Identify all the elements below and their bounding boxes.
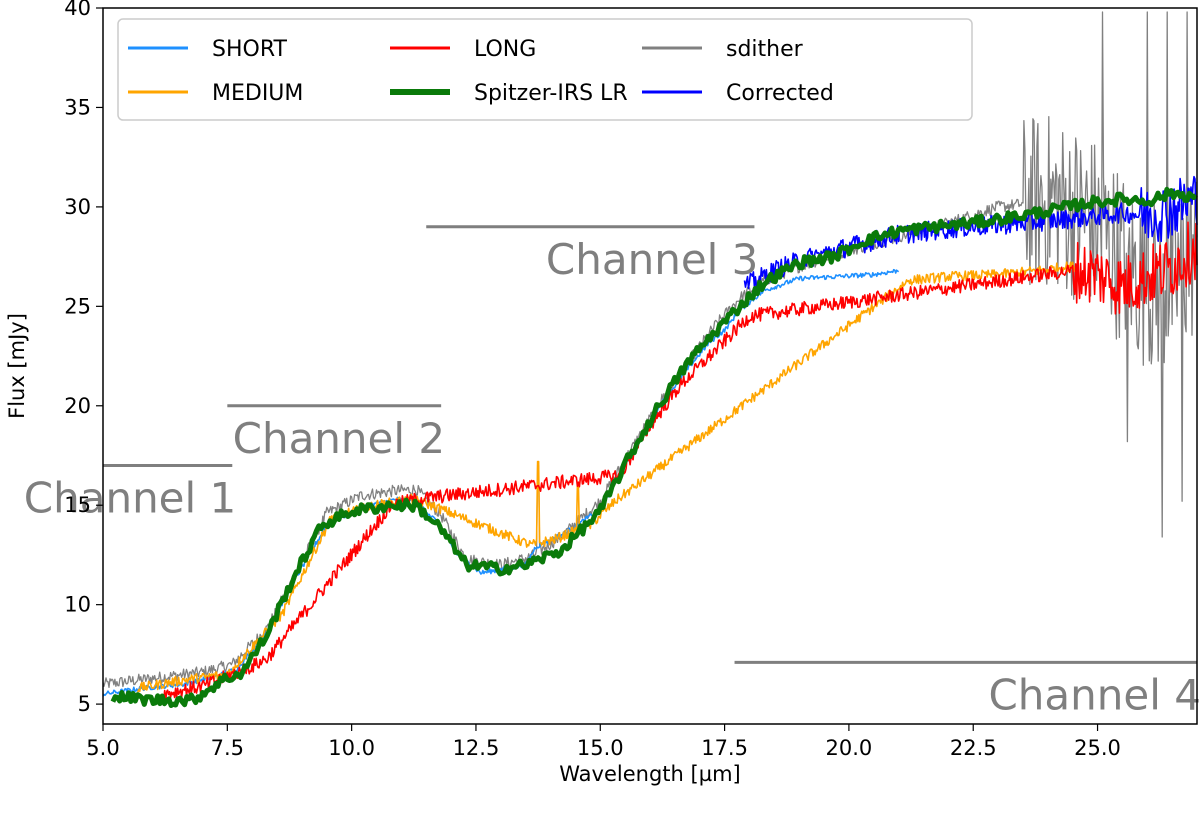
- legend-box: [117, 18, 973, 121]
- legend: SHORT MEDIUM LONG Spitzer-IRS LR sdither Corr…: [117, 18, 973, 121]
- x-axis-label: Wavelength [µm]: [559, 762, 740, 786]
- x-tick-label: 25.0: [1074, 736, 1121, 760]
- legend-label: Corrected: [726, 81, 834, 106]
- channel-annotations: Channel 1 Channel 2 Channel 3 Channel 4: [24, 225, 1200, 719]
- x-tick-label: 20.0: [826, 736, 873, 760]
- y-tick-label: 30: [64, 195, 91, 219]
- y-tick-label: 40: [64, 0, 91, 20]
- y-axis-label: Flux [mJy]: [5, 313, 29, 419]
- x-tick-label: 7.5: [211, 736, 244, 760]
- channel-label: Channel 3: [546, 235, 759, 284]
- x-tick-label: 22.5: [950, 736, 997, 760]
- x-tick-label: 12.5: [453, 736, 500, 760]
- series-line-medium: [137, 261, 1079, 693]
- legend-label: LONG: [474, 37, 536, 62]
- x-tick-label: 10.0: [328, 736, 375, 760]
- legend-label: sdither: [726, 37, 804, 62]
- y-tick-label: 10: [64, 593, 91, 617]
- x-axis-ticks: 5.0 7.5 10.0 12.5 15.0 17.5 20.0 22.5 25.0: [86, 724, 1121, 760]
- channel-label: Channel 4: [988, 670, 1200, 719]
- series-lines: [102, 11, 1198, 708]
- x-tick-label: 17.5: [701, 736, 748, 760]
- x-tick-label: 5.0: [86, 736, 119, 760]
- legend-label: SHORT: [212, 37, 288, 62]
- series-line-long: [162, 221, 1198, 702]
- plot-frame: [102, 7, 1198, 725]
- axes: 5.0 7.5 10.0 12.5 15.0 17.5 20.0 22.5 25.0 5 10 15…: [5, 0, 1198, 786]
- y-tick-label: 20: [64, 394, 91, 418]
- channel-label: Channel 1: [24, 473, 237, 522]
- y-tick-label: 25: [64, 294, 91, 318]
- y-tick-label: 5: [78, 692, 91, 716]
- legend-label: MEDIUM: [212, 81, 303, 106]
- series-line-spitzer-irs-lr: [110, 186, 1198, 708]
- y-tick-label: 35: [64, 95, 91, 119]
- legend-label: Spitzer-IRS LR: [474, 81, 628, 106]
- channel-label: Channel 2: [233, 414, 446, 463]
- y-axis-ticks: 5 10 15 20 25 30 35 40: [64, 0, 103, 716]
- y-tick-label: 15: [64, 493, 91, 517]
- x-tick-label: 15.0: [577, 736, 624, 760]
